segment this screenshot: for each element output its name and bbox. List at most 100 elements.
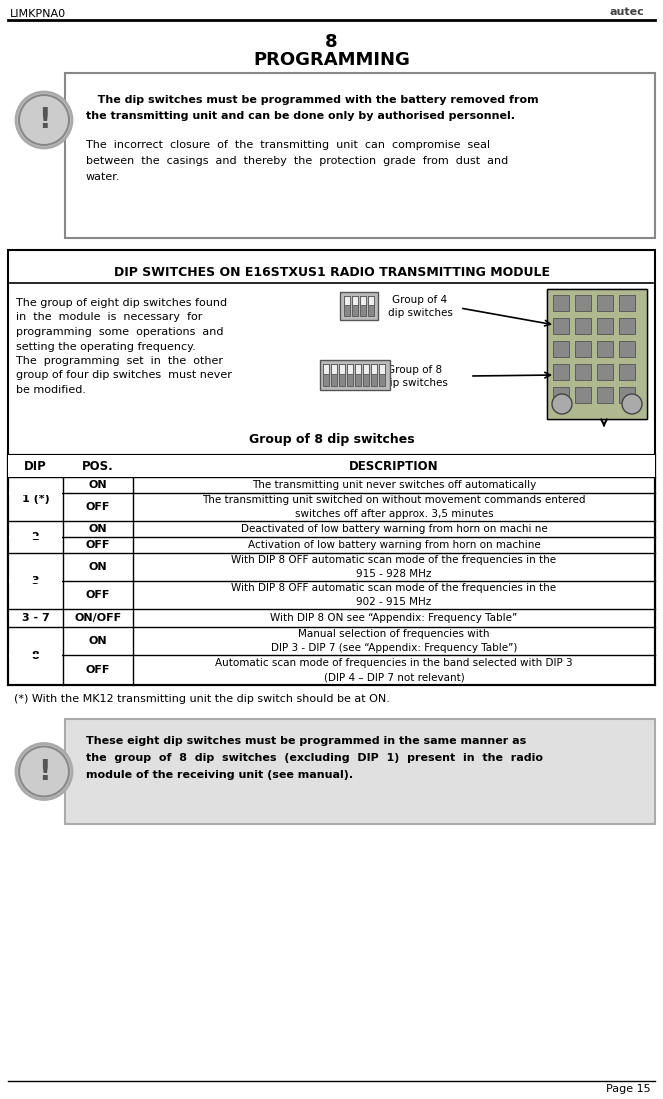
Bar: [355, 364, 361, 386]
Text: POS.: POS.: [82, 459, 114, 473]
Bar: [575, 364, 591, 380]
Bar: [339, 364, 345, 374]
Text: The transmitting unit never switches off automatically: The transmitting unit never switches off…: [252, 480, 536, 490]
Text: ON: ON: [89, 636, 107, 646]
Text: 3: 3: [32, 576, 39, 586]
Bar: [597, 341, 613, 357]
Text: OFF: OFF: [86, 590, 110, 600]
Bar: [575, 295, 591, 311]
Text: setting the operating frequency.: setting the operating frequency.: [16, 342, 196, 352]
Bar: [363, 364, 369, 374]
Bar: [8, 455, 655, 685]
Text: OFF: OFF: [86, 502, 110, 512]
Text: 8: 8: [325, 33, 338, 51]
Bar: [368, 296, 374, 306]
Text: Group of 4: Group of 4: [392, 295, 448, 306]
Text: switches off after approx. 3,5 minutes: switches off after approx. 3,5 minutes: [294, 509, 493, 519]
Bar: [360, 296, 366, 306]
Text: The dip switches must be programmed with the battery removed from: The dip switches must be programmed with…: [86, 95, 538, 106]
Bar: [8, 249, 655, 620]
Text: Group of 8 dip switches: Group of 8 dip switches: [249, 433, 414, 446]
Bar: [575, 318, 591, 334]
Text: programming  some  operations  and: programming some operations and: [16, 328, 223, 337]
Text: the  group  of  8  dip  switches  (excluding  DIP  1)  present  in  the  radio: the group of 8 dip switches (excluding D…: [86, 753, 543, 763]
Text: Group of 8: Group of 8: [387, 365, 443, 375]
Bar: [347, 364, 353, 374]
Text: DIP: DIP: [24, 459, 47, 473]
Bar: [347, 364, 353, 386]
Text: !: !: [38, 757, 50, 786]
Bar: [619, 295, 635, 311]
Text: With DIP 8 OFF automatic scan mode of the frequencies in the: With DIP 8 OFF automatic scan mode of th…: [231, 555, 556, 565]
Text: ON: ON: [89, 480, 107, 490]
Circle shape: [622, 395, 642, 414]
Bar: [575, 341, 591, 357]
Text: ON: ON: [89, 562, 107, 571]
Bar: [553, 341, 569, 357]
Text: LIMKPNA0: LIMKPNA0: [10, 9, 66, 19]
Text: The group of eight dip switches found: The group of eight dip switches found: [16, 298, 227, 308]
Bar: [379, 364, 385, 374]
Bar: [8, 455, 655, 477]
Bar: [553, 318, 569, 334]
Circle shape: [16, 92, 72, 148]
Text: DIP SWITCHES ON E16STXUS1 RADIO TRANSMITTING MODULE: DIP SWITCHES ON E16STXUS1 RADIO TRANSMIT…: [113, 266, 550, 278]
Bar: [553, 387, 569, 403]
Bar: [65, 73, 655, 238]
Text: 2: 2: [32, 532, 39, 542]
Bar: [320, 360, 390, 390]
Bar: [547, 289, 647, 419]
Text: Deactivated of low battery warning from horn on machi ne: Deactivated of low battery warning from …: [241, 524, 548, 534]
Text: module of the receiving unit (see manual).: module of the receiving unit (see manual…: [86, 770, 353, 780]
Bar: [619, 341, 635, 357]
Bar: [368, 296, 374, 317]
Text: DESCRIPTION: DESCRIPTION: [349, 459, 439, 473]
Text: dip switches: dip switches: [383, 378, 448, 388]
Bar: [619, 318, 635, 334]
Bar: [605, 4, 655, 18]
Bar: [619, 387, 635, 403]
Text: The  incorrect  closure  of  the  transmitting  unit  can  compromise  seal: The incorrect closure of the transmittin…: [86, 140, 490, 149]
Text: the transmitting unit and can be done only by authorised personnel.: the transmitting unit and can be done on…: [86, 111, 515, 121]
Bar: [9, 536, 62, 539]
Bar: [323, 364, 329, 386]
Text: OFF: OFF: [86, 540, 110, 550]
Text: water.: water.: [86, 173, 121, 182]
Bar: [575, 387, 591, 403]
Bar: [553, 364, 569, 380]
Text: 902 - 915 MHz: 902 - 915 MHz: [357, 597, 432, 607]
Bar: [371, 364, 377, 374]
Text: The transmitting unit switched on without movement commands entered: The transmitting unit switched on withou…: [202, 495, 585, 506]
Bar: [363, 364, 369, 386]
Bar: [597, 318, 613, 334]
Text: Automatic scan mode of frequencies in the band selected with DIP 3: Automatic scan mode of frequencies in th…: [215, 657, 573, 667]
Bar: [323, 364, 329, 374]
Text: These eight dip switches must be programmed in the same manner as: These eight dip switches must be program…: [86, 736, 526, 746]
Bar: [340, 292, 378, 320]
Text: 8: 8: [32, 651, 39, 660]
Text: OFF: OFF: [86, 665, 110, 675]
Bar: [9, 654, 62, 657]
Text: With DIP 8 OFF automatic scan mode of the frequencies in the: With DIP 8 OFF automatic scan mode of th…: [231, 582, 556, 593]
Text: Manual selection of frequencies with: Manual selection of frequencies with: [298, 629, 490, 639]
Text: 3 - 7: 3 - 7: [22, 613, 49, 623]
Bar: [331, 364, 337, 374]
Circle shape: [16, 744, 72, 799]
Text: dip switches: dip switches: [388, 308, 452, 318]
Text: 915 - 928 MHz: 915 - 928 MHz: [356, 569, 432, 579]
Text: autec: autec: [610, 7, 644, 16]
Bar: [352, 296, 358, 306]
Bar: [344, 296, 350, 306]
Text: !: !: [38, 106, 50, 134]
Bar: [355, 364, 361, 374]
Bar: [597, 387, 613, 403]
Text: ON/OFF: ON/OFF: [74, 613, 121, 623]
Bar: [9, 492, 62, 495]
Bar: [360, 296, 366, 317]
Text: group of four dip switches  must never: group of four dip switches must never: [16, 370, 232, 380]
Bar: [339, 364, 345, 386]
Text: With DIP 8 ON see “Appendix: Frequency Table”: With DIP 8 ON see “Appendix: Frequency T…: [271, 613, 518, 623]
Bar: [65, 719, 655, 824]
Text: between  the  casings  and  thereby  the  protection  grade  from  dust  and: between the casings and thereby the prot…: [86, 156, 509, 166]
Text: DIP 3 - DIP 7 (see “Appendix: Frequency Table”): DIP 3 - DIP 7 (see “Appendix: Frequency …: [271, 643, 517, 653]
